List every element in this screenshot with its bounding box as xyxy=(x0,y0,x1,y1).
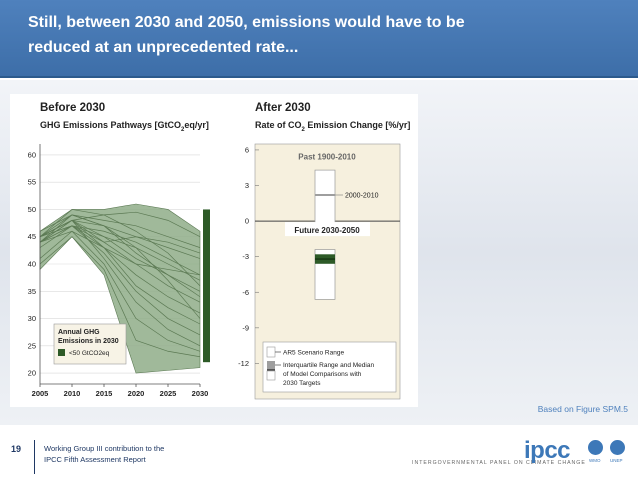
legend-median-swatch xyxy=(267,369,275,371)
y-tick-label: -3 xyxy=(242,252,249,261)
future-label-bg xyxy=(285,222,370,237)
y-tick-label: 40 xyxy=(28,260,36,269)
legend-item-iqr-3: 2030 Targets xyxy=(283,380,321,387)
slide-title-line2: reduced at an unprecedented rate... xyxy=(28,39,299,56)
future-label: Future 2030-2050 xyxy=(294,226,360,235)
before-2030-title: Before 2030 xyxy=(40,102,106,114)
past-label: Past 1900-2010 xyxy=(298,152,356,161)
rate-plot-border xyxy=(254,143,401,400)
left-legend-box xyxy=(53,323,127,365)
right-legend-box xyxy=(262,341,397,393)
pathway-line xyxy=(39,225,201,254)
left-legend-item: <50 GtCO2eq xyxy=(69,350,110,357)
x-tick-label: 2025 xyxy=(160,389,177,398)
x-tick-label: 2020 xyxy=(128,389,145,398)
pathway-line xyxy=(39,236,201,358)
pathway-line xyxy=(39,209,201,287)
x-tick-label: 2030 xyxy=(192,389,209,398)
after-2030-chart: After 2030 Rate of CO2 Emission Change [… xyxy=(235,94,418,407)
y-tick-label: 20 xyxy=(28,369,36,378)
y-tick-label: 60 xyxy=(28,150,36,159)
y-tick-label: 50 xyxy=(28,205,36,214)
unep-label: UNEP xyxy=(610,458,623,463)
pathway-line xyxy=(39,225,201,336)
wmo-label: WMO xyxy=(589,458,601,463)
after-2030-title: After 2030 xyxy=(255,102,311,114)
before-2030-subtitle: GHG Emissions Pathways [GtCO2eq/yr] xyxy=(40,120,209,133)
left-legend-title-2: Emissions in 2030 xyxy=(58,338,119,345)
legend-item-iqr-1: Interquartile Range and Median xyxy=(283,362,374,369)
x-tick-label: 2005 xyxy=(32,389,49,398)
y-tick-label: 25 xyxy=(28,341,36,350)
y-tick-label: 55 xyxy=(28,178,36,187)
footer-divider xyxy=(34,440,35,474)
y-tick-label: -12 xyxy=(238,359,249,368)
pathway-line xyxy=(39,214,201,319)
y-tick-label: 6 xyxy=(245,145,249,154)
legend-iqr-swatch xyxy=(267,361,275,369)
x-tick-label: 2010 xyxy=(64,389,81,398)
y-tick-label: 30 xyxy=(28,314,36,323)
after-2030-subtitle: Rate of CO2 Emission Change [%/yr] xyxy=(255,120,411,133)
y-tick-label: 3 xyxy=(245,181,249,190)
y-tick-label: -6 xyxy=(242,288,249,297)
left-legend-title: Annual GHG xyxy=(58,329,100,336)
y-tick-label: 45 xyxy=(28,232,36,241)
left-legend-swatch xyxy=(58,349,65,356)
footer-line2: IPCC Fifth Assessment Report xyxy=(44,455,146,464)
unep-logo-icon xyxy=(610,440,625,455)
y-tick-label: -9 xyxy=(242,323,249,332)
slide-title: Still, between 2030 and 2050, emissions … xyxy=(28,10,588,60)
rate-change-plot: 6 3 0 -3 -6 -9 -12 Past 1900-2010 2000-2010 Futur… xyxy=(238,143,401,400)
wmo-logo-icon xyxy=(588,440,603,455)
y-tick-label: 35 xyxy=(28,287,36,296)
past-median xyxy=(315,194,335,196)
pathway-line xyxy=(39,230,201,276)
pathway-line xyxy=(39,225,201,292)
title-bar: Still, between 2030 and 2050, emissions … xyxy=(0,0,638,78)
emissions-2030-bar xyxy=(203,209,210,363)
future-median xyxy=(315,258,335,260)
ipcc-logo: ipcc xyxy=(524,437,571,464)
past-median-label: 2000-2010 xyxy=(345,193,379,200)
pathway-line xyxy=(39,219,201,281)
footer-text: Working Group III contribution to the IP… xyxy=(44,443,164,465)
figure-source-note: Based on Figure SPM.5 xyxy=(537,404,628,414)
footer-line1: Working Group III contribution to the xyxy=(44,444,165,453)
footer xyxy=(0,425,638,479)
pathway-line xyxy=(39,219,201,347)
legend-item-range: AR5 Scenario Range xyxy=(283,350,344,357)
legend-range-swatch xyxy=(266,346,276,358)
legend-item-iqr-2: of Model Comparisons with xyxy=(283,371,362,378)
legend-iqr-swatch-lower xyxy=(266,370,276,381)
ipcc-tagline: INTERGOVERNMENTAL PANEL ON CLIMATE CHANG… xyxy=(412,460,586,466)
page-number: 19 xyxy=(11,444,22,454)
past-range-box xyxy=(314,169,336,226)
before-2030-chart: Before 2030 GHG Emissions Pathways [GtCO… xyxy=(10,94,235,407)
y-tick-label: 0 xyxy=(245,217,249,226)
slide-title-line1: Still, between 2030 and 2050, emissions … xyxy=(28,14,465,31)
pathway-line xyxy=(39,230,201,352)
x-tick-label: 2015 xyxy=(96,389,113,398)
